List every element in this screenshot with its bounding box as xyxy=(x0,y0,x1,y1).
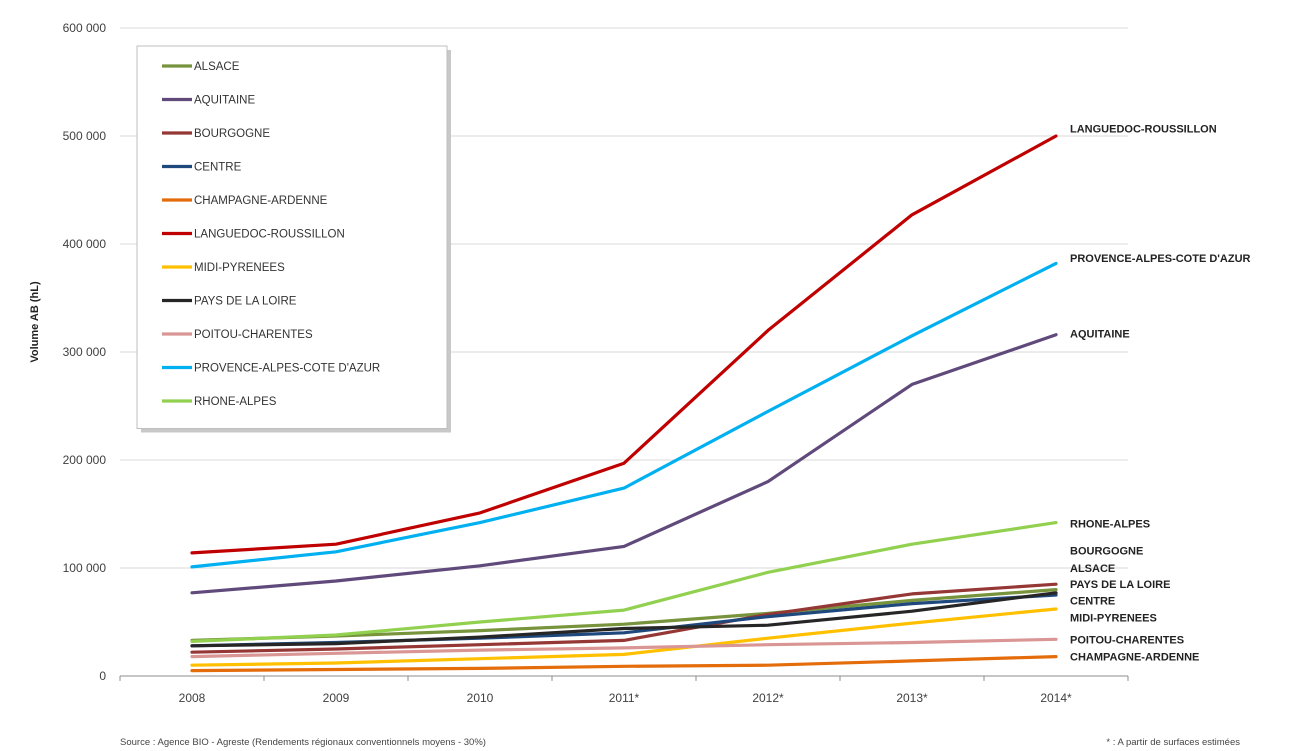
end-labels: LANGUEDOC-ROUSSILLON PROVENCE-ALPES-COTE … xyxy=(1070,123,1251,663)
series-line-bourgogne xyxy=(190,582,1058,654)
y-tick-label: 600 000 xyxy=(63,21,107,35)
end-label: POITOU-CHARENTES xyxy=(1070,634,1184,646)
series-line-poitou-charentes xyxy=(190,637,1058,659)
legend-item-label: LANGUEDOC-ROUSSILLON xyxy=(194,229,345,241)
end-label: CENTRE xyxy=(1070,595,1115,607)
legend-item-label: CENTRE xyxy=(194,162,242,174)
series-line-pays-de-la-loire xyxy=(190,591,1058,648)
end-label: BOURGOGNE xyxy=(1070,546,1143,558)
legend: ALSACE AQUITAINE BOURGOGNE CENTRE CHAMPAGNE-… xyxy=(136,45,451,433)
series-line-midi-pyrenees xyxy=(190,607,1058,667)
x-tick-label: 2008 xyxy=(179,691,206,705)
legend-item-label: PROVENCE-ALPES-COTE D'AZUR xyxy=(194,363,380,375)
legend-item-label: POITOU-CHARENTES xyxy=(194,329,313,341)
y-tick-label: 400 000 xyxy=(63,237,107,251)
series-line-languedoc-roussillon xyxy=(190,134,1058,555)
legend-item-label: ALSACE xyxy=(194,61,240,73)
end-label: PAYS DE LA LOIRE xyxy=(1070,579,1170,591)
end-label: ALSACE xyxy=(1070,563,1115,575)
end-label: RHONE-ALPES xyxy=(1070,519,1150,531)
x-tick-label: 2011* xyxy=(609,691,640,705)
end-label: MIDI-PYRENEES xyxy=(1070,613,1157,625)
y-tick-label: 500 000 xyxy=(63,129,107,143)
series-lines xyxy=(190,134,1058,673)
legend-item-label: CHAMPAGNE-ARDENNE xyxy=(194,195,328,207)
y-tick-label: 200 000 xyxy=(63,453,107,467)
y-tick-label: 0 xyxy=(99,669,106,683)
end-label: LANGUEDOC-ROUSSILLON xyxy=(1070,123,1217,135)
x-tick-label: 2009 xyxy=(323,691,350,705)
end-label: CHAMPAGNE-ARDENNE xyxy=(1070,652,1199,664)
legend-item-label: BOURGOGNE xyxy=(194,128,270,140)
x-tick-label: 2014* xyxy=(1040,691,1072,705)
end-label: PROVENCE-ALPES-COTE D'AZUR xyxy=(1070,253,1251,265)
series-line-champagne-ardenne xyxy=(190,654,1058,673)
series-line-aquitaine xyxy=(190,333,1058,595)
x-tick-label: 2013* xyxy=(896,691,928,705)
end-label: AQUITAINE xyxy=(1070,329,1130,341)
legend-box xyxy=(136,45,448,429)
y-axis-label: Volume AB (hL) xyxy=(29,281,41,363)
x-tick-label: 2012* xyxy=(752,691,784,705)
y-tick-label: 300 000 xyxy=(63,345,107,359)
legend-item-label: RHONE-ALPES xyxy=(194,396,277,408)
legend-item-label: PAYS DE LA LOIRE xyxy=(194,296,297,308)
legend-item-label: AQUITAINE xyxy=(194,95,255,107)
estimate-footnote: * : A partir de surfaces estimées xyxy=(1106,737,1240,748)
x-tick-label: 2010 xyxy=(467,691,494,705)
axes: 0 100 000 200 000 300 000 400 000 500 000 600 … xyxy=(63,21,1129,705)
y-tick-label: 100 000 xyxy=(63,561,107,575)
legend-item-label: MIDI-PYRENEES xyxy=(194,262,285,274)
series-line-rhone-alpes xyxy=(190,520,1058,644)
source-footnote: Source : Agence BIO - Agreste (Rendement… xyxy=(120,737,486,748)
series-line-provence-alpes-cote-d-azur xyxy=(190,261,1058,569)
